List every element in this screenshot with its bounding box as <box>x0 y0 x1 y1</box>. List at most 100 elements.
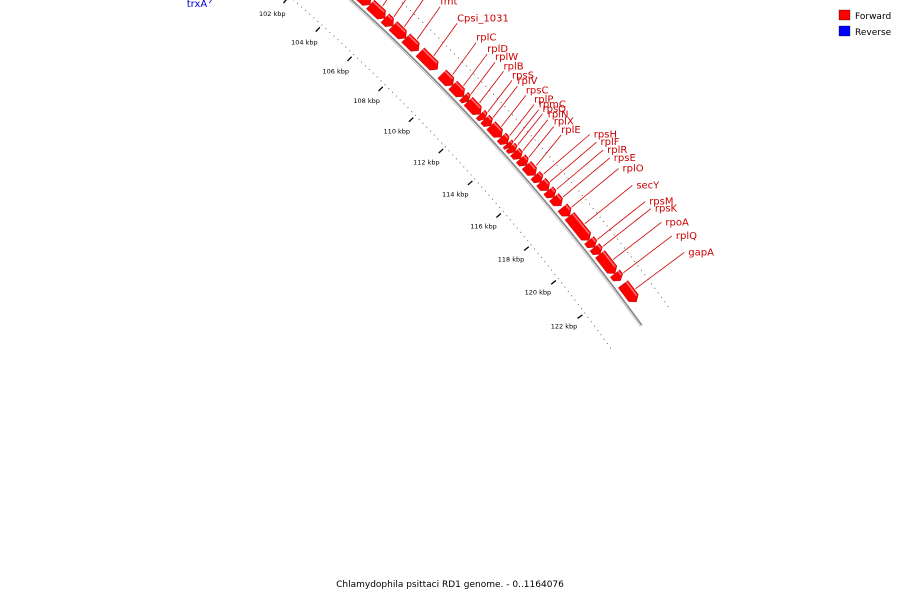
tick-label-118kbp: 118 kbp <box>498 255 525 263</box>
guide-dot <box>651 283 653 285</box>
guide-dot <box>534 248 536 250</box>
leader-rpsq <box>517 113 543 146</box>
guide-dot <box>578 190 580 192</box>
guide-dot <box>560 169 562 171</box>
leader-rplc <box>452 42 477 75</box>
tick-106kbp <box>346 56 353 62</box>
scale-ticks: 92 kbp94 kbp96 kbp98 kbp100 kbp102 kbp10… <box>259 0 583 331</box>
gene-shine-lpxc <box>372 1 385 13</box>
gene-shine-rpmc <box>509 140 513 144</box>
guide-dot <box>457 57 459 59</box>
guide-dot <box>634 260 636 262</box>
gene-label-rpmc: rpmC <box>539 100 566 111</box>
guide-dot <box>438 37 440 39</box>
guide-dot <box>606 343 608 345</box>
guide-dot <box>492 198 494 200</box>
guide-dot <box>600 334 602 336</box>
guide-dot <box>433 134 435 136</box>
leader-rplp <box>509 104 535 136</box>
guide-dot <box>430 29 432 31</box>
gene-shine-rplw <box>466 93 470 97</box>
guide-dot <box>485 85 487 87</box>
gene-cpsi-0981 <box>356 0 371 6</box>
guide-dot <box>450 49 452 51</box>
gene-features <box>356 0 639 303</box>
guide-dot <box>502 211 504 213</box>
guide-dot <box>512 114 514 116</box>
guide-dot <box>577 303 579 305</box>
gene-shine-rple <box>529 162 536 170</box>
gene-rpld <box>448 80 465 98</box>
guide-dot <box>584 312 586 314</box>
leader-cpsi-1031 <box>433 23 458 56</box>
guide-dot <box>474 178 476 180</box>
guide-dot <box>644 274 646 276</box>
genome-backbone-highlight <box>348 0 642 327</box>
guide-dot <box>599 216 601 218</box>
guide-dot <box>388 87 390 89</box>
gene-lpxc <box>366 0 386 20</box>
guide-dot <box>527 131 529 133</box>
tick-label-108kbp: 108 kbp <box>353 97 380 105</box>
gene-shine-rpsq <box>512 143 517 148</box>
guide-dot <box>422 122 424 124</box>
gene-shine-rplp <box>503 133 509 139</box>
guide-dot <box>463 166 465 168</box>
gene-gapa <box>618 280 639 303</box>
guide-dot <box>589 203 591 205</box>
guide-dot <box>571 182 573 184</box>
guide-dot <box>594 325 596 327</box>
guide-dot <box>538 143 540 145</box>
guide-dot <box>492 93 494 95</box>
guide-dot <box>441 142 443 144</box>
tick-104kbp <box>315 26 321 33</box>
tick-label-114kbp: 114 kbp <box>442 190 469 198</box>
gene-shine-rplv <box>487 115 492 121</box>
guide-dot <box>564 286 566 288</box>
guide-dot <box>305 10 307 12</box>
guide-dot <box>640 269 642 271</box>
tick-label-102kbp: 102 kbp <box>259 10 286 18</box>
guide-dot <box>473 73 475 75</box>
guide-dot <box>410 10 412 12</box>
gene-shine-rplb <box>470 97 481 109</box>
guide-dot <box>574 299 576 301</box>
guide-dot <box>596 212 598 214</box>
gene-label-rpln: rplN <box>548 110 569 121</box>
guide-dot <box>667 305 669 307</box>
leader-rpsc <box>501 95 527 127</box>
guide-dot <box>592 207 594 209</box>
leader-rpsm <box>597 201 646 240</box>
guide-dot <box>606 225 608 227</box>
guide-dot <box>537 252 539 254</box>
guide-dot <box>361 61 363 63</box>
guide-dot <box>380 80 382 82</box>
gene-rple <box>521 161 537 176</box>
guide-dot <box>341 42 343 44</box>
leader-gapa <box>635 252 685 290</box>
guide-dot <box>603 338 605 340</box>
gene-label-rpsc: rpsC <box>526 85 549 96</box>
guide-dot <box>418 118 420 120</box>
leader-lpxc <box>382 0 388 7</box>
guide-dot <box>481 186 483 188</box>
gene-shine-rplf <box>543 178 549 185</box>
guide-dot <box>617 238 619 240</box>
guide-dot <box>500 102 502 104</box>
gene-label-trxa: trxA <box>187 0 208 10</box>
gene-label-rplp: rplP <box>534 95 553 106</box>
leader-rpse <box>562 157 611 198</box>
gene-rplp <box>496 132 510 145</box>
guide-dot <box>552 160 554 162</box>
leader-fmt <box>416 6 441 40</box>
gene-shine-rplq <box>617 270 622 276</box>
gene-rpoa <box>595 250 618 274</box>
guide-dot <box>540 256 542 258</box>
tick-112kbp <box>438 148 444 154</box>
guide-dot <box>519 122 521 124</box>
gene-label-rplr: rplR <box>607 145 627 156</box>
guide-dot <box>364 65 366 67</box>
legend-item-forward: Forward <box>838 9 891 22</box>
gene-shine-rpoa <box>602 251 616 268</box>
